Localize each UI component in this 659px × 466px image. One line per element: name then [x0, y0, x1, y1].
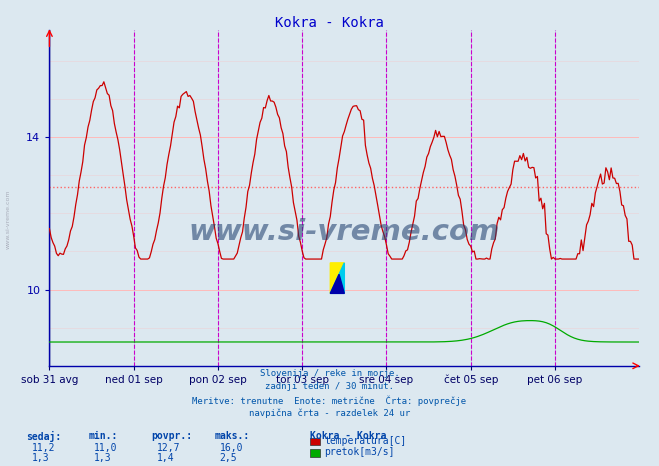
Text: Kokra - Kokra: Kokra - Kokra — [275, 16, 384, 30]
Text: maks.:: maks.: — [214, 431, 249, 441]
Text: sedaj:: sedaj: — [26, 431, 61, 442]
Text: 1,3: 1,3 — [94, 453, 112, 463]
Text: www.si-vreme.com: www.si-vreme.com — [188, 219, 500, 247]
Text: min.:: min.: — [89, 431, 119, 441]
Polygon shape — [330, 263, 345, 294]
Text: temperatura[C]: temperatura[C] — [324, 436, 407, 446]
Polygon shape — [330, 263, 345, 294]
Text: 11,2: 11,2 — [32, 443, 55, 452]
Text: povpr.:: povpr.: — [152, 431, 192, 441]
Text: 16,0: 16,0 — [219, 443, 243, 452]
Text: Meritve: trenutne  Enote: metrične  Črta: povprečje: Meritve: trenutne Enote: metrične Črta: … — [192, 395, 467, 406]
Text: zadnji teden / 30 minut.: zadnji teden / 30 minut. — [265, 382, 394, 391]
Text: Kokra - Kokra: Kokra - Kokra — [310, 431, 386, 441]
Polygon shape — [330, 274, 345, 294]
Text: 2,5: 2,5 — [219, 453, 237, 463]
Text: 12,7: 12,7 — [157, 443, 181, 452]
Text: 11,0: 11,0 — [94, 443, 118, 452]
Text: 1,4: 1,4 — [157, 453, 175, 463]
Text: 1,3: 1,3 — [32, 453, 49, 463]
Text: www.si-vreme.com: www.si-vreme.com — [6, 189, 11, 249]
Text: Slovenija / reke in morje.: Slovenija / reke in morje. — [260, 369, 399, 378]
Text: pretok[m3/s]: pretok[m3/s] — [324, 447, 395, 458]
Text: navpična črta - razdelek 24 ur: navpična črta - razdelek 24 ur — [249, 408, 410, 418]
